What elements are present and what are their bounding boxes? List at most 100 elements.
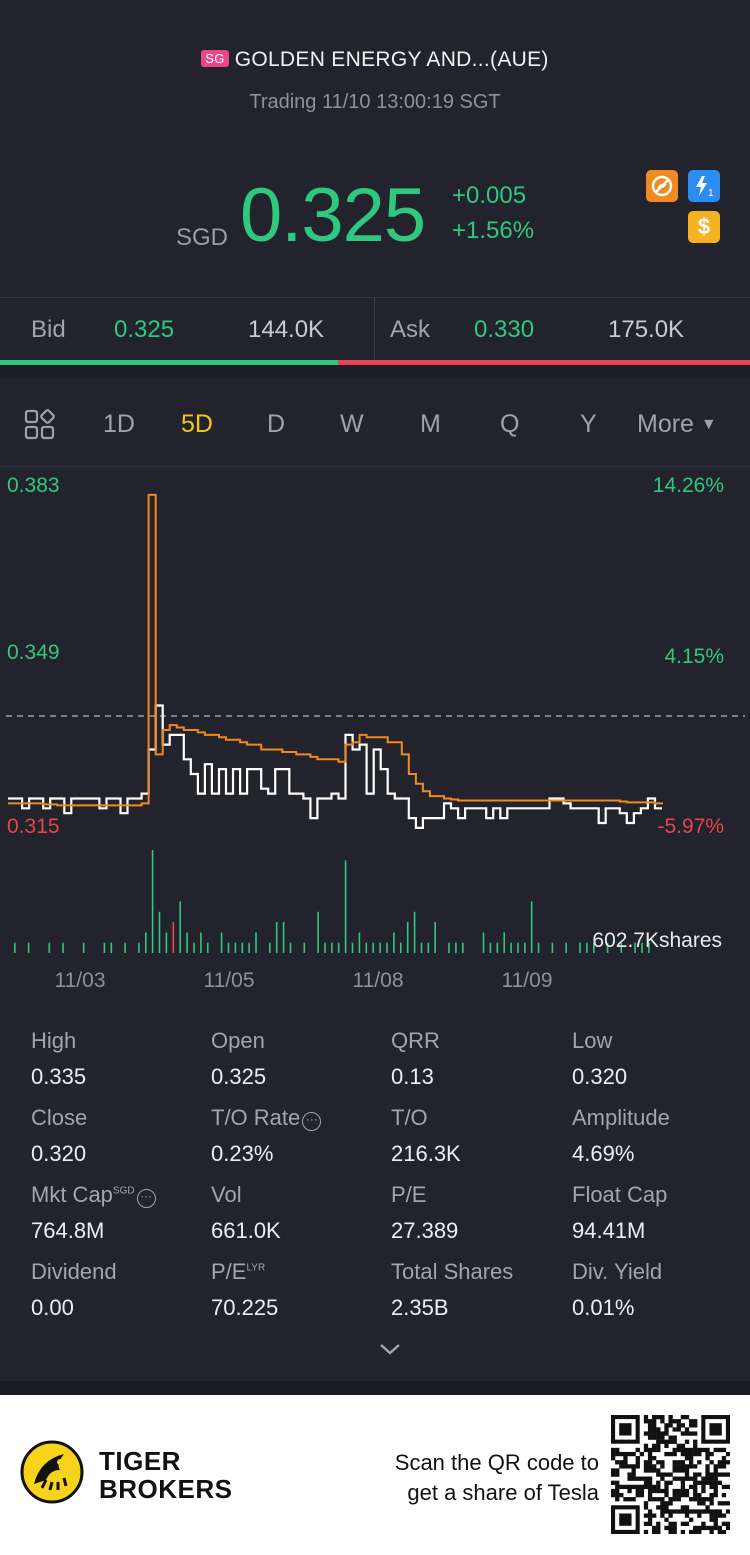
volume-bar: [579, 942, 581, 953]
volume-bar: [462, 942, 464, 953]
volume-bar: [351, 942, 354, 953]
volume-bar: [110, 942, 113, 953]
volume-label: 602.7Kshares: [592, 929, 722, 952]
volume-bar: [365, 942, 368, 953]
stat-value: 661.0K: [211, 1218, 281, 1243]
stat-label-text: Low: [572, 1028, 613, 1053]
volume-bar: [593, 942, 595, 953]
flash-level1-icon[interactable]: 1: [688, 170, 720, 202]
stat-label: Dividend: [31, 1259, 117, 1285]
stat-label-text: T/O: [391, 1105, 428, 1130]
volume-bar: [138, 942, 140, 953]
stat-value: 2.35B: [391, 1295, 449, 1320]
price-line: [8, 704, 662, 829]
volume-bar: [172, 922, 175, 953]
stat-label: P/ELYR: [211, 1259, 265, 1285]
stat-label: Open: [211, 1028, 265, 1054]
ask-label: Ask: [390, 316, 431, 343]
volume-bar: [413, 911, 416, 953]
stat-label-text: Dividend: [31, 1259, 117, 1284]
volume-bar: [620, 942, 623, 953]
stat-label-text: Vol: [211, 1182, 242, 1207]
dollar-icon[interactable]: $: [688, 211, 720, 243]
tab-d[interactable]: D: [267, 410, 286, 438]
ask-strength-bar: [338, 360, 750, 365]
stat-value: 0.320: [572, 1064, 628, 1089]
stat-label: QRR: [391, 1028, 440, 1054]
tiger-logo-icon: [20, 1440, 84, 1504]
volume-bar: [606, 942, 609, 953]
volume-bar: [27, 942, 30, 953]
volume-bar: [241, 942, 244, 953]
stat-label-text: Mkt Cap: [31, 1182, 113, 1207]
chevron-down-icon: ▼: [700, 416, 717, 433]
stat-label: P/E: [391, 1182, 426, 1208]
volume-bar: [551, 942, 554, 953]
volume-bar: [434, 922, 436, 953]
volume-bar: [234, 942, 237, 953]
stat-value: 764.8M: [31, 1218, 105, 1243]
stat-label: Total Shares: [391, 1259, 513, 1285]
volume-bar: [289, 942, 292, 953]
y-label-low: 0.315: [7, 815, 60, 838]
stat-label: Float Cap: [572, 1182, 667, 1208]
promo-text-line2: get a share of Tesla: [407, 1480, 599, 1505]
stat-label-text: Div. Yield: [572, 1259, 663, 1284]
info-icon[interactable]: ···: [136, 1189, 156, 1208]
stat-value: 27.389: [391, 1218, 459, 1243]
tab-1d[interactable]: 1D: [103, 410, 135, 438]
volume-bar: [48, 942, 51, 953]
stat-superscript: SGD: [112, 1185, 135, 1197]
volume-bar: [124, 942, 126, 953]
bid-strength-bar: [0, 360, 338, 365]
tab-5d[interactable]: 5D: [181, 410, 213, 438]
volume-bar: [379, 942, 381, 953]
stat-label: Mkt CapSGD ···: [31, 1182, 156, 1208]
volume-bar: [510, 942, 512, 953]
brand-name-line2: BROKERS: [99, 1474, 233, 1504]
x-label-1105: 11/05: [204, 969, 255, 992]
bid-ask-panel: [0, 297, 750, 360]
pct-label-mid: 4.15%: [664, 645, 724, 668]
volume-bar: [200, 932, 202, 953]
market-badge: SG: [201, 50, 229, 67]
volume-bar: [400, 942, 402, 953]
qr-code[interactable]: [611, 1415, 730, 1534]
volume-bar: [14, 942, 16, 953]
expand-chevron-icon[interactable]: [376, 1338, 404, 1360]
stat-value: 0.335: [31, 1064, 87, 1089]
price-chart[interactable]: 0.383 0.349 0.315 14.26% 4.15% -5.97% 60…: [0, 468, 750, 998]
tab-y[interactable]: Y: [580, 410, 597, 438]
volume-bar: [220, 932, 223, 953]
no-short-sell-icon[interactable]: [646, 170, 678, 202]
price-change: +0.005: [452, 182, 527, 209]
y-label-mid: 0.349: [7, 641, 60, 664]
x-label-1103: 11/03: [55, 969, 106, 992]
stat-label-text: P/E: [391, 1182, 427, 1207]
layout-grid-icon[interactable]: [24, 409, 56, 441]
tab-more[interactable]: More ▼: [637, 410, 717, 439]
volume-bar: [324, 942, 326, 953]
volume-bar: [420, 942, 423, 953]
volume-bar: [317, 911, 319, 953]
volume-bar: [344, 860, 347, 953]
stat-label-text: Open: [211, 1028, 265, 1053]
volume-bar: [489, 942, 492, 953]
volume-bar: [282, 922, 285, 953]
tab-w[interactable]: W: [340, 410, 364, 438]
volume-bar: [634, 942, 636, 953]
pct-label-high: 14.26%: [653, 474, 724, 497]
tab-q[interactable]: Q: [500, 410, 520, 438]
tab-m[interactable]: M: [420, 410, 441, 438]
bid-label: Bid: [31, 316, 66, 343]
volume-bar: [331, 942, 333, 953]
info-icon[interactable]: ···: [302, 1112, 322, 1131]
volume-bar: [537, 942, 540, 953]
more-label: More: [637, 410, 694, 438]
stat-value: 0.13: [391, 1064, 434, 1089]
bid-ask-divider: [374, 297, 375, 360]
last-price: 0.325: [240, 173, 426, 258]
section-separator: [0, 365, 750, 379]
price-lines: [8, 493, 663, 829]
x-label-1109: 11/09: [502, 969, 553, 992]
